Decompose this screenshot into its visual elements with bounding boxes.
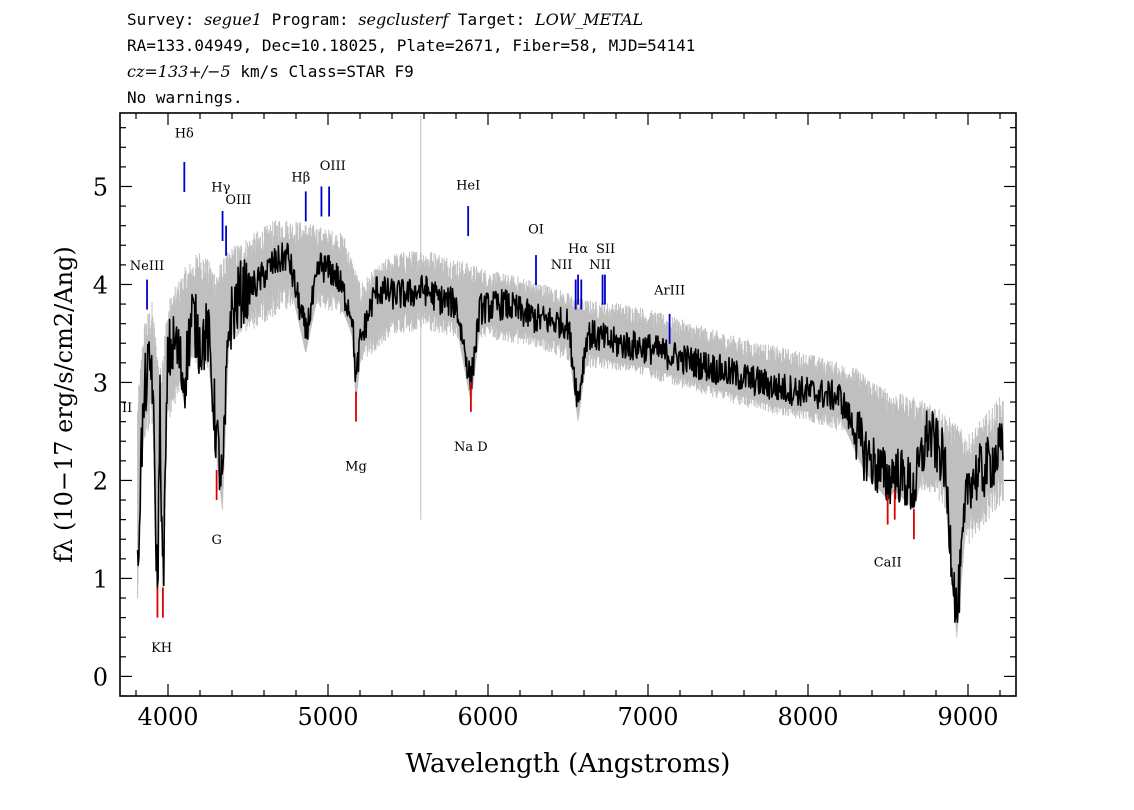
line-label: Na D: [454, 440, 488, 455]
program-label: Program:: [261, 10, 359, 29]
line-label: Mg: [345, 460, 367, 475]
line-label: Hδ: [175, 126, 194, 141]
line-label: OI: [528, 223, 544, 238]
y-tick-label: 1: [93, 565, 108, 593]
line-label: Hγ: [211, 180, 230, 195]
target-value: LOW_METAL: [534, 10, 644, 29]
y-tick-label: 3: [93, 369, 108, 397]
program-value: segclusterf: [358, 10, 449, 29]
header-line-2: RA=133.04949, Dec=10.18025, Plate=2671, …: [127, 36, 696, 55]
line-label: Hα: [568, 242, 588, 257]
line-label: KH: [151, 641, 172, 656]
survey-label: Survey:: [127, 10, 205, 29]
x-tick-label: 7000: [617, 703, 678, 731]
x-tick-label: 5000: [297, 703, 358, 731]
line-label: ArIII: [653, 283, 685, 298]
x-axis-label: Wavelength (Angstroms): [406, 749, 731, 779]
spectrum-line: [136, 242, 1004, 623]
x-tick-label: 4000: [137, 703, 198, 731]
y-tick-label: 5: [93, 173, 108, 201]
spectrum-group: [136, 242, 1004, 623]
line-label: II: [122, 401, 132, 416]
header-line-1: Survey: segue1 Program: segclusterf Targ…: [127, 10, 643, 29]
error-band: [137, 220, 1004, 638]
x-tick-label: 8000: [777, 703, 838, 731]
line-label: HeI: [456, 178, 480, 193]
survey-value: segue1: [204, 10, 262, 29]
header-line-4: No warnings.: [127, 88, 243, 107]
plot-frame: [119, 112, 1017, 697]
line-label: SII: [596, 242, 615, 257]
y-axis-label: fλ (10−17 erg/s/cm2/Ang): [50, 246, 78, 563]
line-label: NII: [589, 258, 611, 273]
y-tick-label: 4: [93, 271, 108, 299]
axes-group: 4000 5000 6000 7000 8000 9000 0 1 2 3 4 5 Wavelength…: [50, 112, 1017, 779]
target-label: Target:: [448, 10, 535, 29]
x-tick-label: 6000: [457, 703, 518, 731]
class-value: km/s Class=STAR F9: [230, 62, 414, 81]
y-tick-label: 0: [93, 663, 108, 691]
line-label: OIII: [320, 159, 346, 174]
x-tick-label: 9000: [937, 703, 998, 731]
line-label: CaII: [874, 556, 902, 571]
line-label: NII: [551, 258, 573, 273]
line-label: G: [211, 533, 221, 548]
line-label: NeIII: [130, 259, 164, 274]
redshift-value: cz=133+/−5: [127, 62, 231, 81]
line-label: OIII: [225, 193, 251, 208]
y-tick-label: 2: [93, 467, 108, 495]
line-label: Hβ: [291, 171, 310, 186]
header-line-3: cz=133+/−5 km/s Class=STAR F9: [127, 62, 414, 81]
